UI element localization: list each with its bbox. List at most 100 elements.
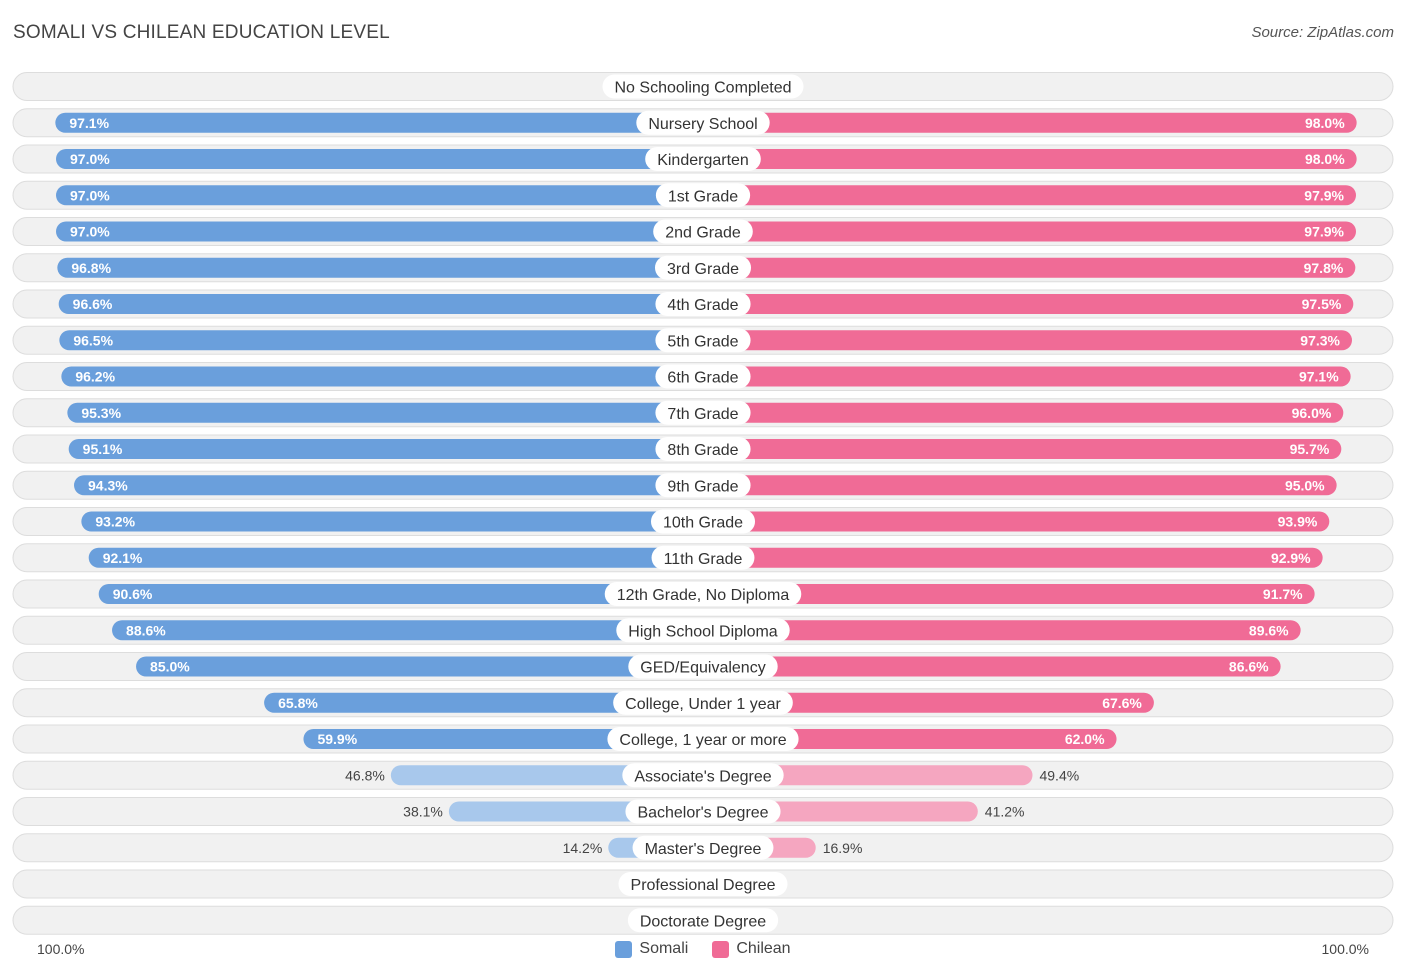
value-label-chilean: 92.9% [1271, 550, 1311, 566]
value-label-somali: 96.8% [71, 260, 111, 276]
value-label-somali: 85.0% [150, 659, 190, 675]
category-pill [622, 763, 784, 788]
value-label-somali: 97.0% [70, 224, 110, 240]
value-label-somali: 96.5% [73, 332, 113, 348]
value-label-somali: 90.6% [113, 586, 153, 602]
category-label: 1st Grade [668, 188, 738, 205]
category-pill [655, 292, 751, 316]
category-label: 4th Grade [667, 297, 738, 314]
bar-somali [55, 112, 703, 133]
bar-chilean [703, 729, 1117, 749]
bar-somali [112, 620, 703, 641]
value-label-chilean: 97.5% [1302, 296, 1342, 312]
category-pill [645, 147, 761, 171]
category-label: 7th Grade [667, 406, 738, 423]
axis-left-label: 100.0% [37, 941, 85, 957]
value-label-chilean: 86.6% [1229, 659, 1269, 675]
category-label: 11th Grade [664, 551, 743, 568]
category-pill [655, 473, 751, 498]
category-pill [655, 400, 751, 425]
category-label: College, Under 1 year [625, 696, 781, 713]
category-label: High School Diploma [628, 623, 778, 640]
value-label-chilean: 97.3% [1300, 332, 1340, 348]
bar-chilean [703, 366, 1351, 387]
value-label-chilean: 95.0% [1285, 477, 1325, 493]
bar-chilean [703, 149, 1357, 169]
value-label-somali: 46.8% [345, 767, 385, 783]
category-pill [604, 582, 802, 606]
bar-somali [59, 330, 704, 351]
bar-somali [88, 547, 704, 568]
legend-item-somali[interactable]: Somali [615, 940, 688, 958]
value-label-chilean: 49.4% [1039, 767, 1079, 783]
legend-swatch-chilean [712, 940, 730, 958]
category-pill [628, 654, 778, 679]
bar-chilean [703, 185, 1356, 206]
bar-somali [98, 584, 703, 604]
value-label-chilean: 91.7% [1263, 586, 1303, 602]
source-note: Source: ZipAtlas.com [1251, 24, 1394, 41]
category-label: 2nd Grade [665, 225, 741, 242]
category-label: Doctorate Degree [640, 913, 766, 930]
category-label: Bachelor's Degree [637, 805, 768, 822]
chart-title: SOMALI VS CHILEAN EDUCATION LEVEL [13, 22, 390, 43]
value-label-somali: 97.0% [70, 151, 110, 167]
bar-somali [57, 257, 704, 278]
value-label-chilean: 89.6% [1249, 622, 1289, 638]
category-pill [655, 364, 751, 389]
bar-chilean [703, 584, 1315, 604]
category-label: 5th Grade [667, 333, 738, 350]
category-pill [613, 690, 793, 715]
value-label-somali: 88.6% [126, 622, 166, 638]
category-label: 8th Grade [667, 442, 738, 459]
bar-somali [264, 692, 703, 713]
legend-label-chilean: Chilean [736, 940, 791, 957]
bar-somali [81, 511, 703, 532]
legend-item-chilean[interactable]: Chilean [712, 940, 791, 958]
value-label-chilean: 93.9% [1278, 514, 1318, 530]
value-label-somali: 95.3% [81, 405, 121, 421]
bar-somali [56, 149, 703, 169]
category-pill [625, 799, 781, 824]
category-pill [654, 255, 752, 280]
value-label-somali: 93.2% [95, 514, 135, 530]
value-label-somali: 65.8% [278, 695, 318, 711]
bar-chilean [703, 511, 1330, 532]
value-label-chilean: 96.0% [1292, 405, 1332, 421]
bar-chilean [703, 656, 1281, 677]
value-label-somali: 97.0% [70, 187, 110, 203]
value-label-chilean: 62.0% [1065, 731, 1105, 747]
value-label-chilean: 98.0% [1305, 115, 1345, 131]
category-pill [650, 509, 756, 534]
value-label-chilean: 67.6% [1102, 695, 1142, 711]
category-label: Professional Degree [631, 877, 776, 894]
bar-chilean [703, 221, 1356, 242]
value-label-somali: 59.9% [317, 731, 357, 747]
category-pill [653, 219, 753, 244]
category-label: Master's Degree [645, 841, 762, 858]
axis-right-label: 100.0% [1321, 941, 1369, 957]
value-label-chilean: 97.9% [1304, 187, 1344, 203]
category-label: Nursery School [648, 116, 757, 133]
bar-somali [61, 366, 703, 387]
value-label-chilean: 97.8% [1304, 260, 1344, 276]
value-label-chilean: 97.9% [1304, 224, 1344, 240]
bar-chilean [703, 402, 1344, 423]
category-pill [655, 328, 751, 353]
category-label: Kindergarten [657, 152, 749, 169]
category-label: 9th Grade [667, 478, 738, 495]
bar-somali [56, 185, 703, 206]
category-label: 12th Grade, No Diploma [617, 587, 790, 604]
bar-chilean [703, 294, 1354, 314]
category-pill [651, 545, 755, 570]
value-label-somali: 38.1% [403, 804, 443, 820]
bar-somali [58, 294, 704, 314]
category-pill [655, 437, 751, 461]
value-label-chilean: 16.9% [823, 840, 863, 856]
bar-chilean [703, 330, 1352, 351]
category-pill [607, 727, 799, 751]
value-label-somali: 95.1% [83, 441, 123, 457]
value-label-somali: 14.2% [563, 840, 603, 856]
value-label-somali: 94.3% [88, 477, 128, 493]
bar-chilean [703, 692, 1154, 713]
